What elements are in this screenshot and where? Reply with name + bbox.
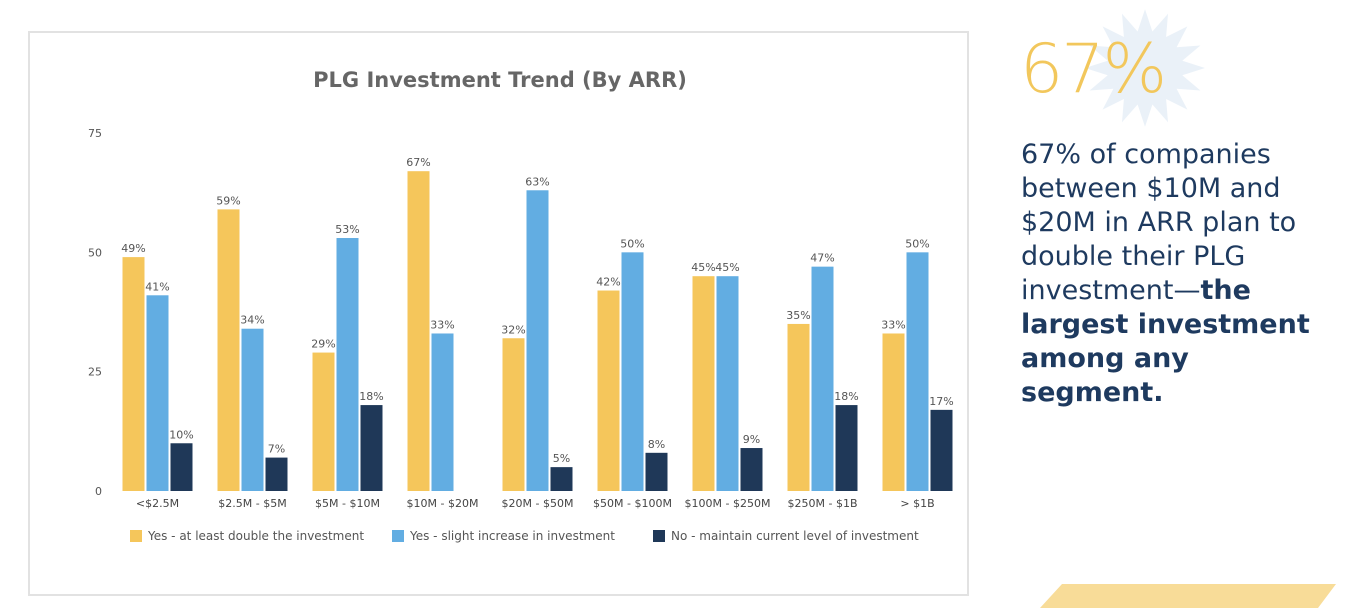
x-category-label: $10M - $20M	[407, 497, 479, 510]
data-label: 33%	[881, 318, 905, 331]
data-label: 45%	[715, 261, 739, 274]
x-category-label: > $1B	[900, 497, 934, 510]
highlight-stat: 67%	[1020, 30, 1167, 109]
bar	[217, 209, 240, 491]
bar	[431, 333, 454, 491]
legend-swatch	[392, 530, 404, 542]
bar	[740, 448, 763, 491]
data-label: 10%	[169, 428, 193, 441]
x-category-label: $100M - $250M	[685, 497, 771, 510]
callout-text-regular: 67% of companies between $10M and $20M i…	[1021, 139, 1297, 306]
data-label: 17%	[929, 395, 953, 408]
data-label: 32%	[501, 323, 525, 336]
legend-swatch	[130, 530, 142, 542]
bar	[241, 328, 264, 491]
legend-label: Yes - at least double the investment	[147, 529, 364, 543]
accent-banner	[1040, 584, 1336, 608]
legend-label: No - maintain current level of investmen…	[671, 529, 919, 543]
x-category-label: $20M - $50M	[502, 497, 574, 510]
data-label: 8%	[648, 438, 665, 451]
data-label: 9%	[743, 433, 760, 446]
data-label: 18%	[834, 390, 858, 403]
x-category-label: $2.5M - $5M	[218, 497, 286, 510]
y-tick-label: 50	[88, 246, 102, 259]
data-label: 41%	[145, 280, 169, 293]
data-label: 35%	[786, 309, 810, 322]
legend-swatch	[653, 530, 665, 542]
bar	[312, 352, 335, 491]
data-label: 29%	[311, 338, 335, 351]
bar	[882, 333, 905, 491]
bar	[645, 452, 668, 491]
bar	[526, 190, 549, 491]
starburst-icon	[1085, 9, 1205, 127]
y-tick-label: 25	[88, 366, 102, 379]
callout-text-bold: the largest investment among any segment…	[1021, 275, 1310, 408]
x-category-label: $5M - $10M	[315, 497, 380, 510]
bar-chart: PLG Investment Trend (By ARR) 0 25 50 75 49%…	[88, 68, 954, 543]
data-label: 67%	[406, 156, 430, 169]
y-tick-label: 0	[95, 485, 102, 498]
data-label: 5%	[553, 452, 570, 465]
bar	[360, 405, 383, 491]
chart-card: PLG Investment Trend (By ARR) 0 25 50 75 49%…	[28, 31, 969, 596]
bar	[597, 290, 620, 491]
bar	[811, 266, 834, 491]
bar	[787, 323, 810, 491]
data-label: 49%	[121, 242, 145, 255]
data-label: 42%	[596, 276, 620, 289]
data-label: 63%	[525, 175, 549, 188]
bar	[550, 467, 573, 491]
legend-label: Yes - slight increase in investment	[409, 529, 615, 543]
data-label: 34%	[240, 314, 264, 327]
data-label: 53%	[335, 223, 359, 236]
y-tick-label: 75	[88, 127, 102, 140]
bar	[170, 443, 193, 491]
chart-title: PLG Investment Trend (By ARR)	[313, 68, 687, 92]
bar	[906, 252, 929, 491]
data-label: 33%	[430, 318, 454, 331]
data-label: 59%	[216, 194, 240, 207]
x-category-label: $50M - $100M	[593, 497, 672, 510]
bar	[621, 252, 644, 491]
bar	[265, 457, 288, 491]
bar	[122, 257, 145, 491]
bar	[407, 171, 430, 492]
data-label: 50%	[620, 237, 644, 250]
x-category-label: <$2.5M	[136, 497, 179, 510]
data-label: 7%	[268, 443, 285, 456]
data-label: 50%	[905, 237, 929, 250]
bar	[336, 238, 359, 491]
callout-text: 67% of companies between $10M and $20M i…	[1021, 138, 1321, 410]
bar	[146, 295, 169, 491]
data-label: 18%	[359, 390, 383, 403]
bar	[692, 276, 715, 491]
bar	[835, 405, 858, 491]
bar	[502, 338, 525, 491]
bar	[716, 276, 739, 491]
data-label: 47%	[810, 252, 834, 265]
x-category-label: $250M - $1B	[788, 497, 858, 510]
data-label: 45%	[691, 261, 715, 274]
bar	[930, 409, 953, 491]
